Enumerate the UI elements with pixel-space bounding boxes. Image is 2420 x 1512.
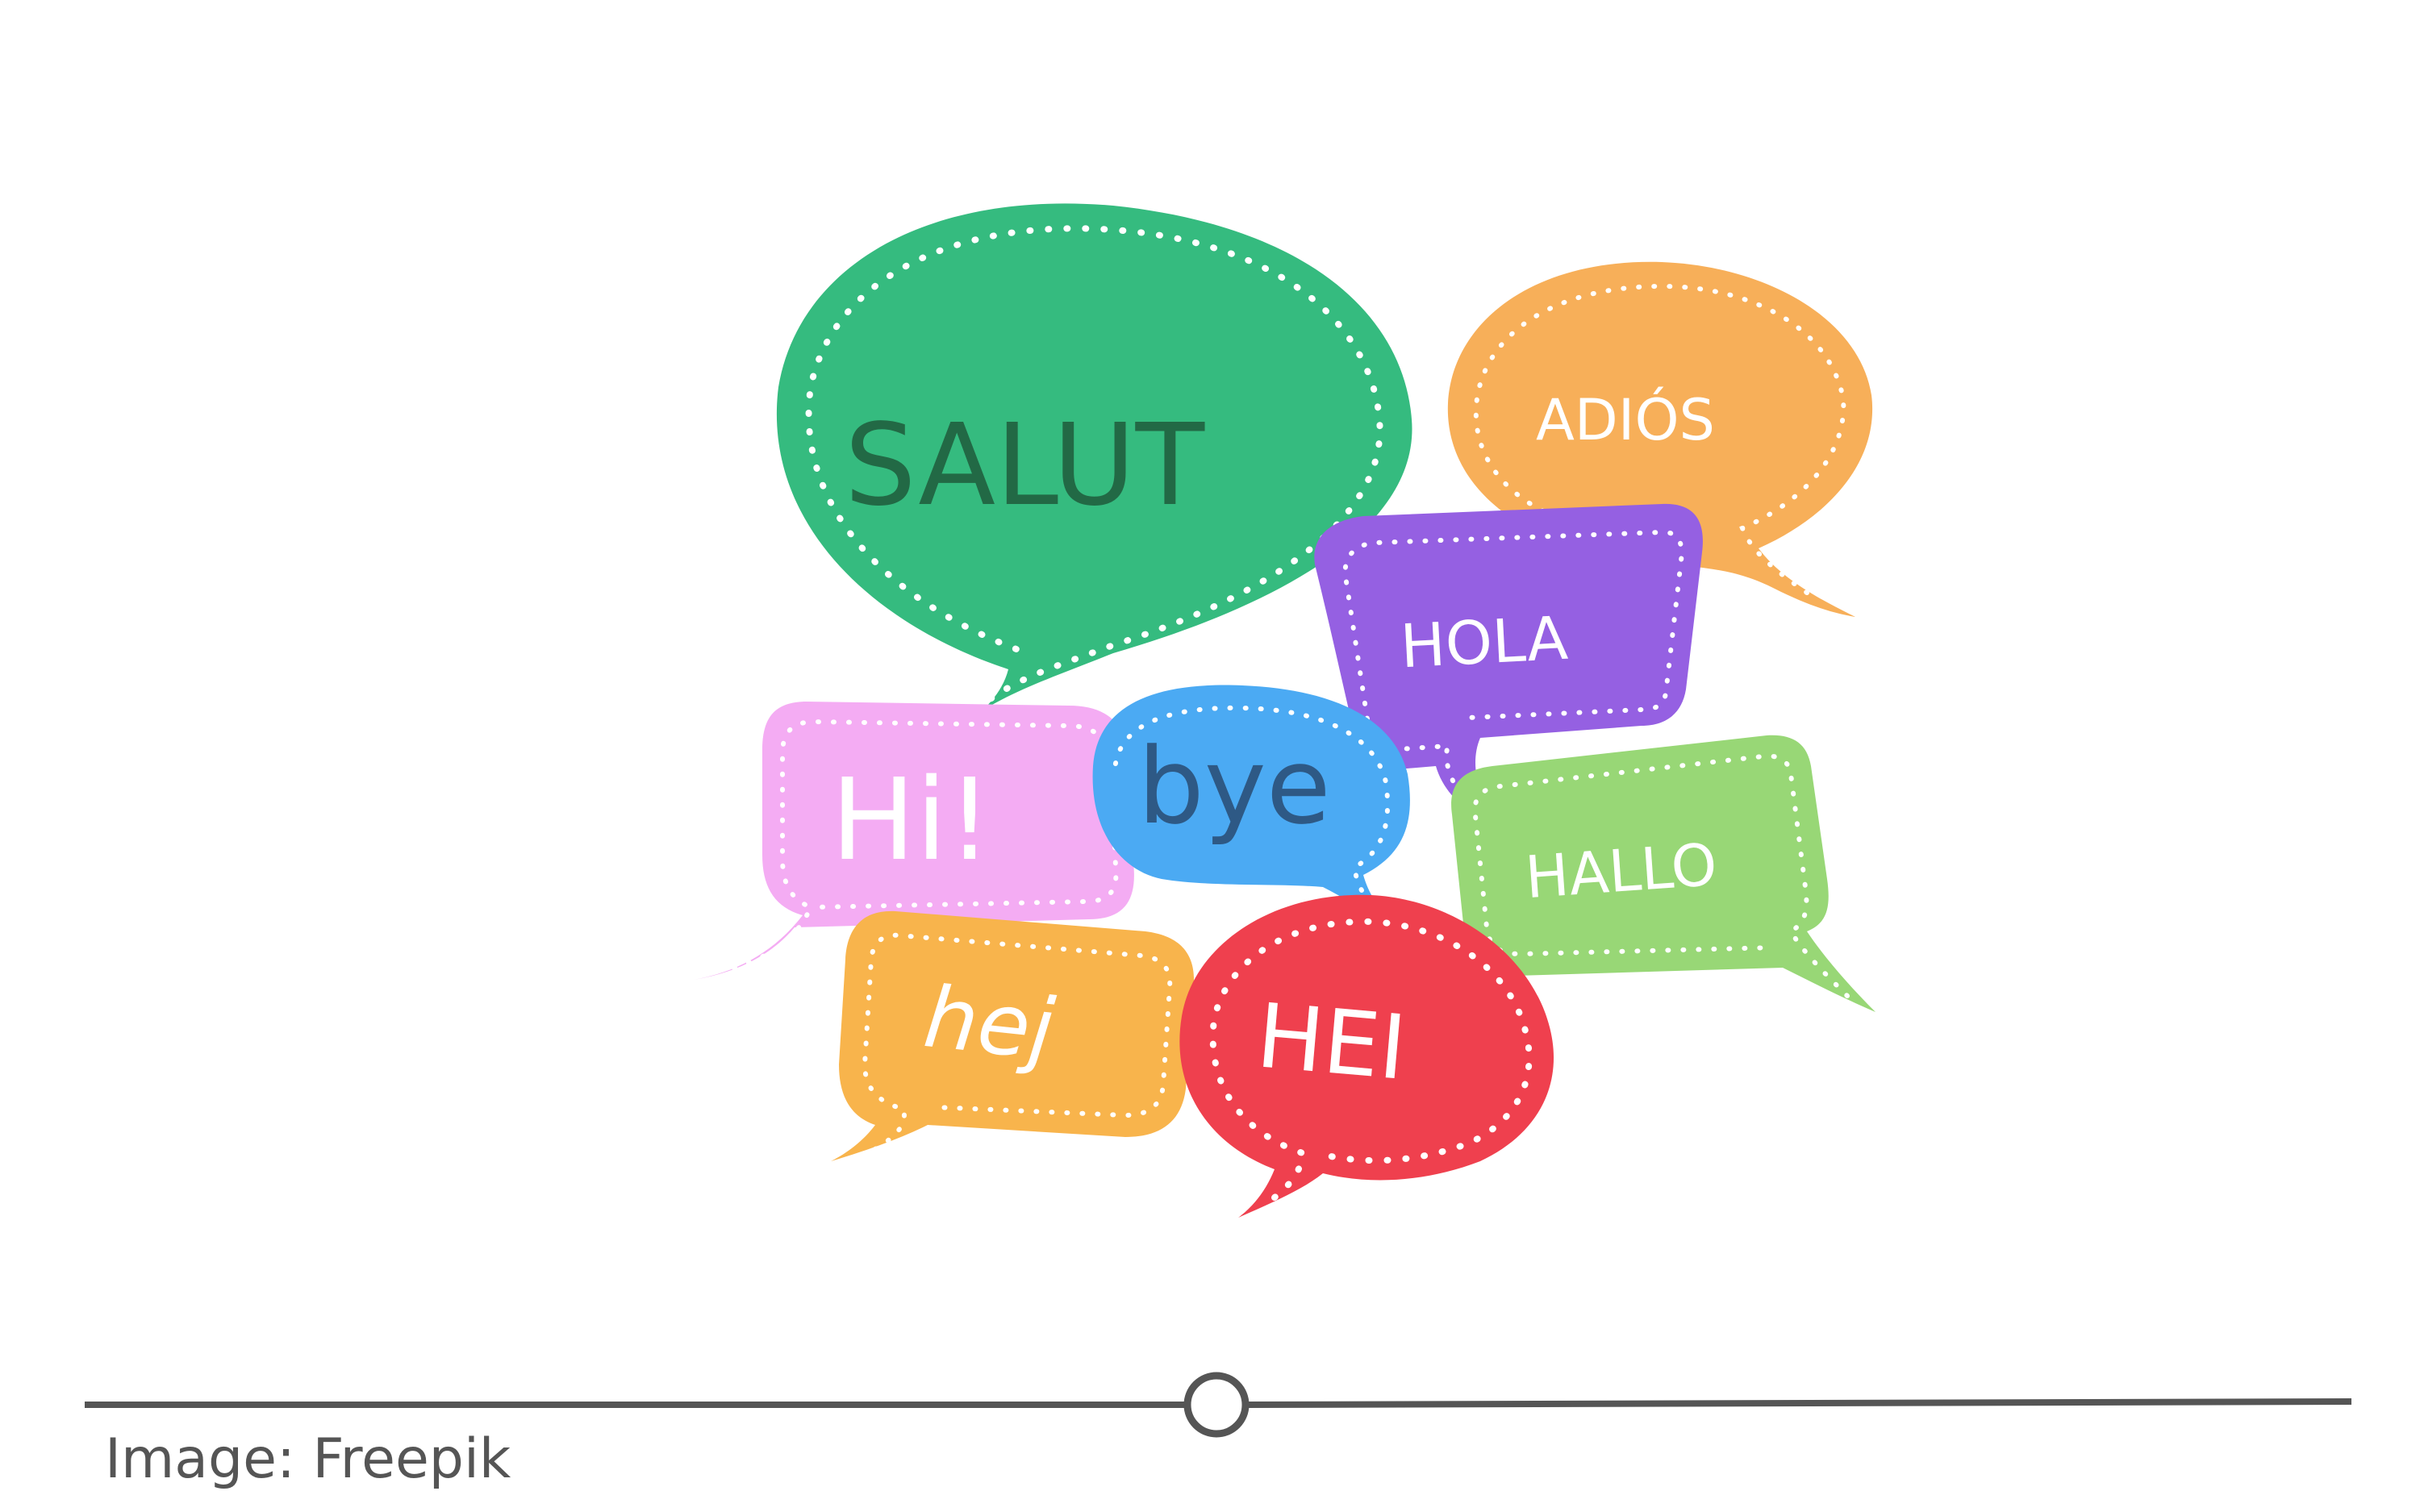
bubble-salut-dotted-border: [805, 225, 1383, 713]
slider[interactable]: [85, 1372, 2352, 1438]
bubble-adios-dotted-border: [1473, 283, 1846, 595]
image-credit: Image: Freepik: [105, 1427, 511, 1491]
bubble-hi-label: Hi!: [831, 755, 992, 886]
bubble-hallo-label: HALLO: [1523, 831, 1719, 911]
bubble-hej-shape: [831, 910, 1195, 1161]
slider-handle[interactable]: [1183, 1372, 1250, 1438]
bubble-hej: hej: [831, 910, 1195, 1161]
bubble-hola-dotted-border: [1342, 529, 1684, 797]
bubble-bye-dotted-border: [1112, 705, 1391, 918]
bubble-hi: Hi!: [694, 702, 1134, 980]
slider-track-right[interactable]: [1245, 1398, 2352, 1408]
bubble-salut: SALUT: [776, 203, 1412, 742]
bubble-hallo-shape: [1451, 735, 1876, 1012]
bubble-hi-shape: [694, 702, 1134, 980]
bubble-salut-label: SALUT: [845, 400, 1205, 531]
bubble-hei-label: HEI: [1253, 984, 1410, 1100]
bubble-hallo: HALLO: [1451, 735, 1876, 1012]
bubble-hei-shape: [1179, 894, 1554, 1218]
bubble-hej-dotted-border: [862, 932, 1173, 1152]
bubble-hi-dotted-border: [732, 719, 1119, 970]
bubble-adios-label: ADIÓS: [1536, 387, 1715, 453]
bubble-bye-label: bye: [1137, 725, 1330, 848]
bubble-hola: HOLA: [1314, 503, 1703, 831]
bubble-hei: HEI: [1179, 894, 1554, 1218]
bubble-hola-label: HOLA: [1399, 604, 1570, 682]
bubble-hej-label: hej: [920, 968, 1059, 1079]
bubble-bye-shape: [1092, 685, 1420, 943]
bubble-hola-shape: [1314, 503, 1703, 831]
bubble-bye: bye: [1092, 685, 1420, 943]
